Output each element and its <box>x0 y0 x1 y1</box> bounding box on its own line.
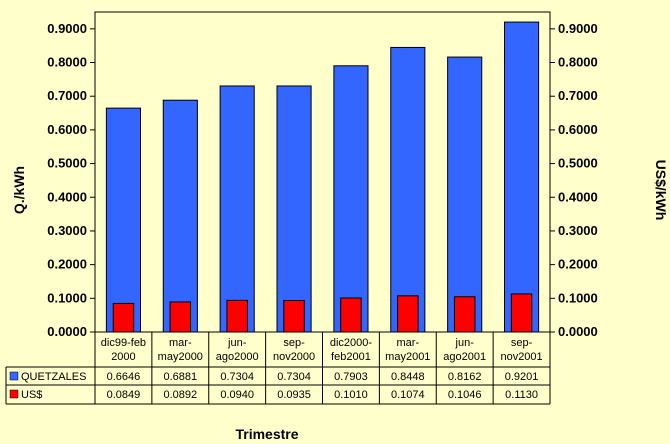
x-tick-label: mar- <box>169 337 192 349</box>
y-tick-label-right: 0.6000 <box>558 122 598 137</box>
y-tick-label-right: 0.7000 <box>558 88 598 103</box>
y-tick-label-left: 0.5000 <box>47 156 87 171</box>
data-label: 0.0935 <box>277 389 311 401</box>
data-label: 0.1046 <box>448 389 482 401</box>
y-tick-label-left: 0.6000 <box>47 122 87 137</box>
bar-quetzales-7 <box>504 21 540 333</box>
legend-label: QUETZALES <box>21 371 86 383</box>
data-table: dic99-feb 2000 mar-may2000 jun-ago2000 sep-n… <box>5 331 551 405</box>
legend-label: US$ <box>21 389 42 401</box>
bar-quetzales-3 <box>276 85 312 333</box>
data-label: 0.6646 <box>107 371 141 383</box>
data-label: 0.1074 <box>391 389 425 401</box>
y-tick-label-left: 0.3000 <box>47 223 87 238</box>
bar-us-6 <box>453 296 476 333</box>
legend-key <box>9 371 19 381</box>
x-tick-label: mar- <box>397 337 420 349</box>
y-tick-label-right: 0.1000 <box>558 290 598 305</box>
x-tick-label: ago2001 <box>443 351 486 363</box>
y-tick-label-left: 0.0000 <box>47 324 87 339</box>
x-tick-label: ago2000 <box>216 351 259 363</box>
y-tick-label-left: 0.8000 <box>47 55 87 70</box>
y-tick-label-left: 0.1000 <box>47 290 87 305</box>
data-label: 0.1130 <box>505 389 538 401</box>
y-tick-label-right: 0.8000 <box>558 55 598 70</box>
x-tick-label: feb2001 <box>331 351 371 363</box>
data-label: 0.0940 <box>220 389 254 401</box>
y-tick-label-left: 0.2000 <box>47 257 87 272</box>
bar-us-4 <box>340 297 362 333</box>
y-axis-right-ticks: 0.0000 0.1000 0.2000 0.3000 0.4000 0.5000 0.60… <box>550 21 598 339</box>
x-tick-label: sep- <box>511 337 533 349</box>
data-label: 0.8448 <box>391 371 425 383</box>
bar-us-3 <box>283 300 305 333</box>
bar-us-0 <box>112 302 135 333</box>
bar-quetzales-2 <box>219 85 255 333</box>
x-tick-label: jun- <box>227 337 247 349</box>
x-tick-label: nov2001 <box>500 351 542 363</box>
data-label: 0.7304 <box>220 371 254 383</box>
bar-us-7 <box>510 293 533 333</box>
bar-us-1 <box>169 301 192 333</box>
bar-us-2 <box>226 299 248 333</box>
y-tick-label-right: 0.4000 <box>558 189 598 204</box>
bar-us-5 <box>397 295 419 333</box>
data-label: 0.0892 <box>163 389 197 401</box>
bar-quetzales-6 <box>447 56 483 333</box>
data-label: 0.9201 <box>505 371 539 383</box>
y-axis-right-title: US$/kWh <box>653 160 669 221</box>
x-tick-label: nov2000 <box>273 351 315 363</box>
legend-key <box>9 389 19 399</box>
y-tick-label-left: 0.7000 <box>47 88 87 103</box>
y-axis-left-ticks: 0.0000 0.1000 0.2000 0.3000 0.4000 0.5000 0.60… <box>47 21 95 339</box>
data-label: 0.6881 <box>163 371 197 383</box>
y-tick-label-right: 0.9000 <box>558 21 598 36</box>
x-tick-label: may2001 <box>385 351 430 363</box>
bar-quetzales-4 <box>333 65 369 333</box>
y-tick-label-right: 0.3000 <box>558 223 598 238</box>
y-tick-label-right: 0.2000 <box>558 257 598 272</box>
y-tick-label-left: 0.9000 <box>47 21 87 36</box>
data-label: 0.0849 <box>107 389 141 401</box>
x-axis-title: Trimestre <box>235 426 298 442</box>
y-axis-left-title: Q./kWh <box>11 166 27 214</box>
y-tick-label-right: 0.5000 <box>558 156 598 171</box>
bars <box>105 21 540 333</box>
y-tick-label-right: 0.0000 <box>558 324 598 339</box>
x-tick-label: dic2000- <box>330 337 373 349</box>
x-tick-label: 2000 <box>111 351 135 363</box>
data-label: 0.1010 <box>334 389 368 401</box>
data-label: 0.7903 <box>334 371 368 383</box>
data-label: 0.8162 <box>448 371 482 383</box>
x-tick-label: dic99-feb <box>101 337 146 349</box>
bar-quetzales-1 <box>162 99 198 333</box>
bar-quetzales-0 <box>105 107 141 333</box>
x-tick-label: sep- <box>283 337 305 349</box>
x-tick-label: may2000 <box>158 351 203 363</box>
y-tick-label-left: 0.4000 <box>47 189 87 204</box>
data-label: 0.7304 <box>277 371 311 383</box>
x-tick-label: jun- <box>455 337 475 349</box>
bar-quetzales-5 <box>390 46 426 333</box>
